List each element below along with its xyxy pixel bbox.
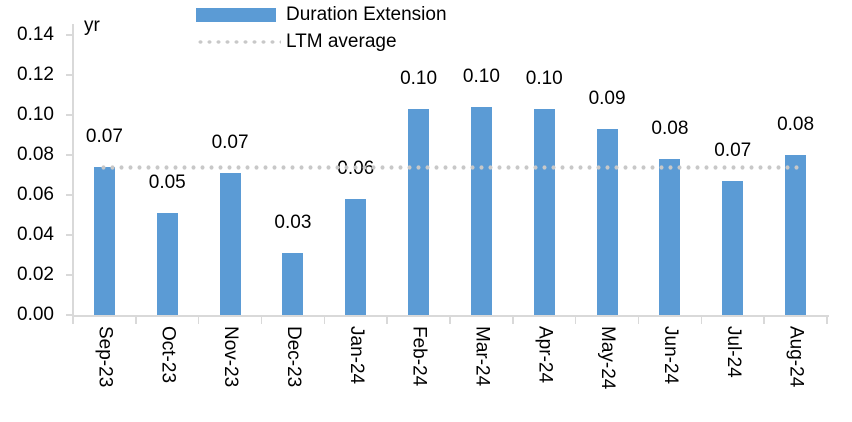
y-axis-tick — [66, 154, 73, 156]
y-axis-tick — [66, 314, 73, 316]
y-axis-tick-label: 0.14 — [17, 23, 54, 45]
legend-item-ltm-average: LTM average — [196, 30, 447, 54]
bar — [345, 198, 367, 315]
x-axis-tick — [700, 315, 703, 324]
x-axis-label: Aug-24 — [785, 326, 807, 388]
x-axis-label: Jun-24 — [659, 326, 681, 385]
bar-value-label: 0.07 — [85, 125, 123, 147]
bar — [219, 172, 241, 315]
legend-label-duration-extension: Duration Extension — [286, 4, 447, 25]
y-axis-tick-label: 0.08 — [17, 143, 54, 165]
bar — [722, 180, 744, 315]
x-axis-tick — [386, 315, 388, 324]
x-axis-tick — [574, 315, 577, 324]
legend-label-ltm-average: LTM average — [286, 31, 397, 52]
bar-value-label: 0.08 — [777, 113, 815, 135]
x-axis-label: Jul-24 — [722, 326, 744, 378]
x-axis-tick — [826, 315, 828, 324]
bar-value-label: 0.09 — [588, 87, 626, 109]
bar-value-label: 0.07 — [211, 131, 249, 153]
x-axis-label: Apr-24 — [534, 326, 556, 384]
bar-value-label: 0.03 — [274, 211, 312, 233]
y-axis-tick — [66, 194, 73, 196]
x-axis-tick — [512, 315, 514, 324]
x-axis-label: Sep-23 — [94, 326, 116, 388]
x-axis-label: Dec-23 — [282, 326, 304, 388]
bar-value-label: 0.07 — [714, 139, 752, 161]
y-axis-tick-label: 0.04 — [17, 223, 54, 245]
y-axis-unit-label: yr — [84, 15, 100, 36]
x-axis-tick — [763, 315, 765, 324]
legend-item-duration-extension: Duration Extension — [196, 3, 447, 27]
y-axis-tick-label: 0.06 — [17, 183, 54, 205]
x-axis-label: Feb-24 — [408, 326, 430, 387]
x-axis-label: Jan-24 — [345, 326, 367, 385]
x-axis-label: Oct-23 — [157, 326, 179, 384]
x-axis-tick — [449, 315, 451, 324]
bar-value-label: 0.05 — [148, 171, 186, 193]
y-axis-tick — [66, 234, 73, 236]
bar — [785, 154, 807, 315]
x-axis-label: Mar-24 — [471, 326, 493, 387]
y-axis-tick — [66, 274, 73, 276]
legend-dotted-line-swatch-icon — [196, 39, 281, 45]
y-axis-tick — [66, 114, 73, 116]
x-axis-label: May-24 — [597, 326, 619, 390]
x-axis-tick — [260, 315, 263, 324]
x-axis-tick — [72, 315, 74, 324]
bar — [93, 166, 115, 315]
y-axis-tick-label: 0.02 — [17, 263, 54, 285]
x-axis-tick — [637, 315, 640, 324]
y-axis-tick — [66, 74, 73, 76]
bar — [659, 158, 681, 315]
chart-legend: Duration Extension LTM average — [196, 3, 447, 57]
legend-bar-swatch-icon — [196, 8, 276, 22]
x-axis-line — [73, 314, 829, 317]
y-axis-line — [72, 24, 74, 316]
bar — [282, 252, 304, 315]
y-axis-tick-label: 0.12 — [17, 63, 54, 85]
y-axis-tick-label: 0.00 — [17, 303, 54, 325]
ltm-average-line — [99, 165, 801, 170]
y-axis-tick-label: 0.10 — [17, 103, 54, 125]
y-axis-tick — [66, 34, 73, 36]
x-axis-label: Nov-23 — [220, 326, 242, 388]
x-axis-tick — [197, 315, 200, 324]
bar — [470, 106, 492, 315]
bar — [596, 128, 618, 315]
bar-value-label: 0.10 — [400, 67, 438, 89]
x-axis-tick — [135, 315, 137, 324]
bar — [533, 108, 555, 315]
bar-value-label: 0.10 — [462, 65, 500, 87]
bar-value-label: 0.10 — [525, 67, 563, 89]
bar — [408, 108, 430, 315]
bar-value-label: 0.08 — [651, 117, 689, 139]
x-axis-tick — [323, 315, 326, 324]
bar — [156, 212, 178, 315]
